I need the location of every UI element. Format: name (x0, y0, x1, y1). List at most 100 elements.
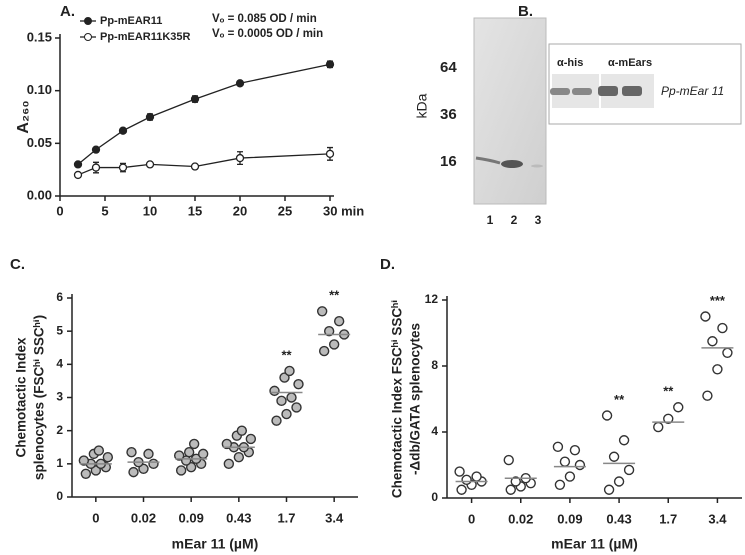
x-tick-label: 0.09 (179, 510, 204, 525)
data-point (554, 479, 566, 490)
inset-label: α-his (557, 57, 583, 69)
data-point (197, 448, 209, 460)
data-point (271, 415, 282, 426)
lane-label: 3 (535, 213, 542, 227)
significance-label: ** (614, 392, 625, 407)
data-point (73, 160, 83, 169)
x-tick-label: 0.43 (226, 510, 251, 525)
significance-label: ** (329, 288, 340, 303)
data-point (700, 311, 711, 322)
data-point (471, 471, 482, 482)
significance-label: *** (710, 293, 726, 308)
x-tick-label: 20 (233, 203, 247, 218)
data-point (712, 364, 723, 375)
data-point (318, 345, 330, 357)
panel-label: C. (10, 256, 25, 273)
x-axis-label: mEar 11 (µM) (172, 536, 259, 552)
data-point (284, 365, 295, 377)
data-point (190, 94, 200, 104)
x-tick-label: 15 (188, 203, 202, 218)
lane-label: 2 (511, 213, 518, 227)
panel-label: B. (518, 3, 533, 20)
annotation: Vₒ = 0.0005 OD / min (212, 28, 323, 40)
y-axis-label: splenocytes (FSCʰⁱ SSCʰⁱ) (32, 315, 47, 480)
data-point (601, 410, 613, 421)
data-point (673, 402, 684, 413)
legend-label: Pp-mEAR11 (100, 15, 162, 27)
y-tick-label: 0.15 (27, 29, 52, 44)
y-tick-label: 0 (431, 490, 438, 504)
data-point (603, 484, 615, 495)
inset-band (572, 88, 592, 95)
lane-label: 1 (487, 213, 494, 227)
data-point (118, 126, 128, 135)
data-point (325, 149, 335, 159)
x-tick-label: 10 (143, 203, 157, 218)
data-point (221, 438, 233, 450)
inset-band (550, 88, 570, 95)
legend-label: Pp-mEAR11K35R (100, 31, 191, 43)
data-point (564, 471, 576, 482)
y-tick-label: 4 (56, 357, 63, 371)
data-point (78, 455, 90, 466)
data-point (505, 484, 516, 495)
data-point (145, 160, 155, 169)
series-line (77, 63, 331, 165)
data-point (461, 474, 472, 486)
gel-band (531, 164, 543, 168)
data-point (80, 468, 92, 479)
y-axis-label: -Δdb/GATA splenocytes (408, 323, 423, 475)
data-point (223, 458, 235, 470)
panel-label: D. (380, 256, 395, 273)
x-tick-label: 0.09 (557, 511, 582, 526)
data-point (316, 306, 328, 317)
y-axis-label: Chemotactic Index FSCʰⁱ SSCʰⁱ (390, 300, 405, 498)
data-point (148, 458, 159, 470)
data-point (291, 402, 302, 413)
data-point (569, 444, 581, 456)
x-axis-label: mEar 11 (µM) (551, 536, 638, 552)
x-tick-label: 0 (56, 203, 63, 218)
data-point (91, 145, 101, 154)
data-point (102, 452, 114, 463)
data-point (235, 79, 245, 88)
x-tick-label: 1.7 (659, 511, 677, 526)
x-tick-label: 3.4 (708, 511, 727, 526)
data-point (618, 435, 630, 446)
legend-marker (84, 17, 92, 25)
series-line (77, 153, 331, 176)
data-point (173, 450, 185, 461)
x-tick-label: 30 min (323, 203, 364, 218)
y-tick-label: 5 (56, 323, 63, 337)
data-point (143, 448, 154, 460)
data-point (269, 385, 280, 397)
annotation: Vₒ = 0.085 OD / min (212, 13, 317, 25)
marker-label: 36 (440, 106, 457, 123)
inset-band (622, 86, 642, 96)
data-point (73, 170, 83, 180)
data-point (183, 447, 195, 458)
y-tick-label: 0.10 (27, 82, 52, 97)
data-point (276, 395, 287, 407)
x-tick-label: 0.02 (508, 511, 533, 526)
data-point (128, 466, 139, 478)
data-point (245, 433, 257, 445)
y-tick-label: 8 (431, 358, 438, 372)
data-point (608, 451, 620, 462)
data-point (235, 153, 245, 163)
data-point (118, 163, 128, 172)
data-point (722, 347, 733, 358)
x-tick-label: 0.43 (606, 511, 631, 526)
y-axis-label: kDa (414, 93, 430, 118)
data-point (559, 456, 571, 467)
panel-label: A. (60, 3, 75, 20)
y-tick-label: 1 (56, 456, 63, 470)
y-tick-label: 6 (56, 290, 63, 304)
data-point (702, 390, 713, 401)
gel-band (475, 156, 501, 165)
data-point (233, 452, 245, 463)
significance-label: ** (663, 384, 674, 399)
data-point (293, 379, 304, 390)
data-point (325, 60, 335, 69)
